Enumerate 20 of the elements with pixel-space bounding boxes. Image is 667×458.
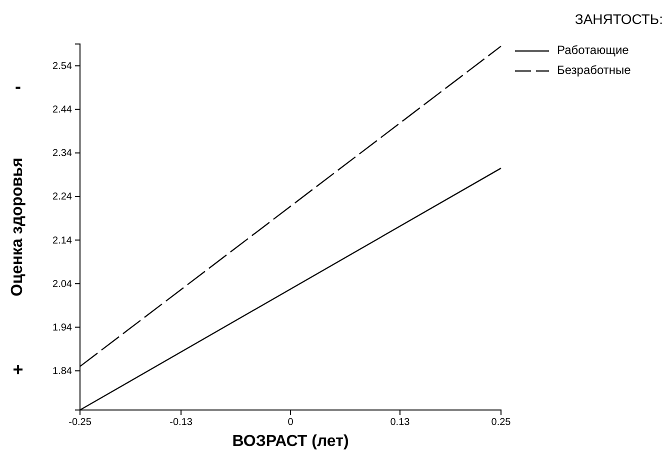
y-tick-label: 2.04 (52, 278, 72, 290)
y-tick-label: 2.44 (52, 104, 72, 116)
text: - (15, 76, 21, 97)
text: + (12, 360, 24, 380)
x-tick-label: 0.13 (390, 417, 410, 428)
x-tick-label: 0.25 (491, 417, 512, 428)
legend-label: Безработные (557, 63, 632, 78)
x-tick-label: -0.25 (68, 417, 92, 428)
y-tick-label: 2.24 (52, 192, 72, 203)
y-tick-label: 1.94 (52, 322, 72, 334)
legend-label: Работающие (557, 43, 630, 58)
x-axis-title: ВОЗРАСТ (лет) (232, 433, 349, 450)
y-tick-label: 2.34 (52, 148, 72, 160)
legend-title: ЗАНЯТОСТЬ: (574, 11, 663, 27)
y-tick-label: 2.54 (52, 60, 72, 72)
x-tick-label: -0.13 (170, 417, 193, 428)
y-tick-label: 1.84 (52, 366, 72, 377)
x-tick-label: 0 (288, 417, 294, 428)
y-tick-label: 2.14 (52, 235, 72, 246)
y-axis-title: Оценка здоровья (9, 158, 26, 296)
